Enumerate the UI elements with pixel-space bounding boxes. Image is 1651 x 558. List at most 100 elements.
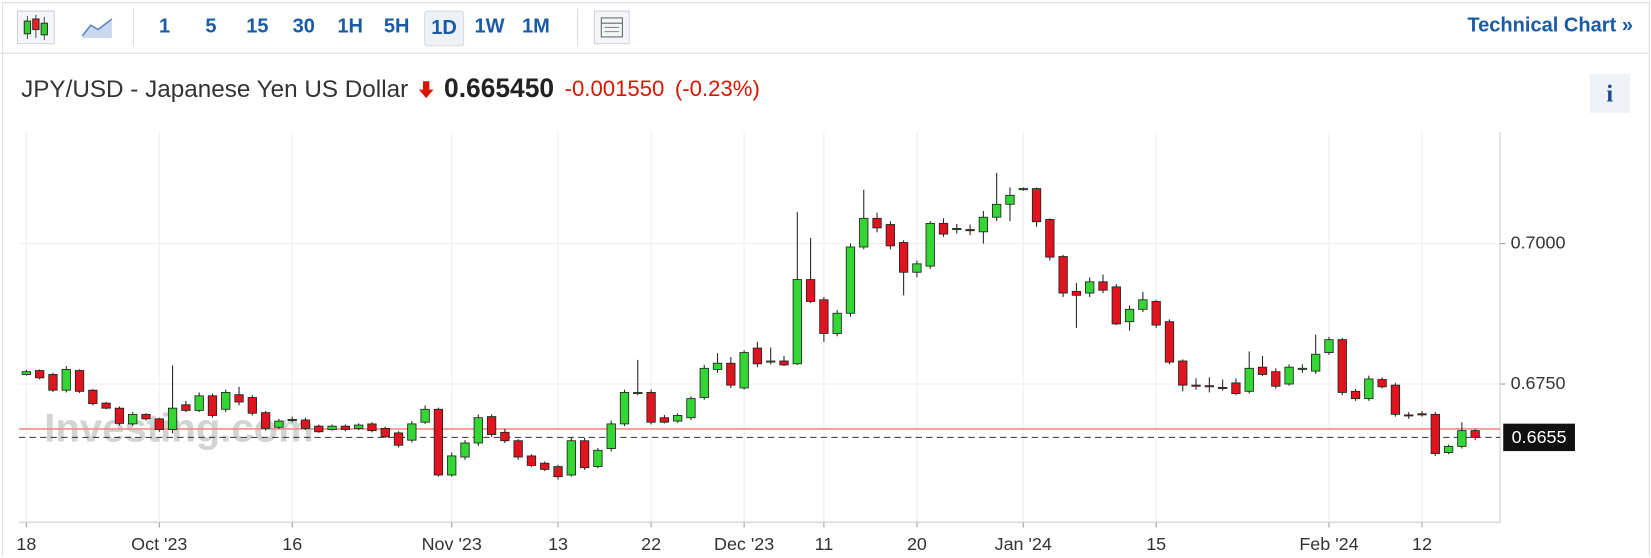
x-tick-label: 12 xyxy=(1412,534,1432,554)
candle-body xyxy=(1191,384,1201,387)
y-tick-label: 0.7000 xyxy=(1511,232,1566,252)
line-icon[interactable] xyxy=(80,15,114,40)
info-button[interactable]: i xyxy=(1589,73,1630,113)
candle-body xyxy=(48,374,58,391)
interval-button[interactable]: 1W xyxy=(474,15,505,38)
candle-body xyxy=(540,462,550,470)
candle-body xyxy=(300,419,311,429)
candle-body xyxy=(128,413,138,425)
candle-body xyxy=(1364,378,1374,400)
candle-body xyxy=(194,395,204,411)
candle-body xyxy=(1470,430,1480,438)
candle-body xyxy=(167,407,178,430)
candle-body xyxy=(473,417,483,444)
x-tick-label: 16 xyxy=(282,534,302,554)
interval-button[interactable]: 30 xyxy=(292,15,315,38)
candle-body xyxy=(1271,371,1281,387)
layout-icon[interactable] xyxy=(593,10,630,45)
interval-button[interactable]: 15 xyxy=(246,15,269,38)
candle-body xyxy=(1231,382,1241,394)
link-arrow[interactable]: » xyxy=(1621,14,1633,37)
candle-body xyxy=(207,395,218,416)
candle-icon[interactable] xyxy=(16,10,55,45)
candle-body xyxy=(1417,413,1427,416)
last-price-label: 0.6655 xyxy=(1512,427,1567,447)
candle-body xyxy=(340,425,351,430)
candle-body xyxy=(553,466,563,478)
candle-body xyxy=(766,360,776,363)
candle-body xyxy=(579,440,590,469)
candle-body xyxy=(726,362,736,386)
interval-button[interactable]: 1M xyxy=(521,15,550,38)
candle-body xyxy=(1045,219,1055,258)
candle-body xyxy=(35,370,45,379)
x-tick-label: Oct '23 xyxy=(131,534,187,554)
candle-body xyxy=(1390,384,1401,415)
candle-body xyxy=(1204,385,1214,388)
candle-body xyxy=(1111,286,1121,325)
candle-body xyxy=(633,392,643,394)
candle-body xyxy=(659,417,670,423)
last-price-badge xyxy=(1503,423,1575,452)
candle-body xyxy=(646,392,656,423)
candle-body xyxy=(1085,281,1095,294)
interval-button[interactable]: 1 xyxy=(158,15,171,38)
candle-body xyxy=(380,427,390,438)
candle-body xyxy=(1058,256,1068,294)
candle-body xyxy=(407,423,417,441)
candle-body xyxy=(287,418,297,421)
candle-body xyxy=(526,455,537,466)
technical-chart-link[interactable]: Technical Chart » xyxy=(1467,15,1633,38)
candle-body xyxy=(792,279,802,365)
last-price: 0.665450 xyxy=(444,73,555,104)
candle-body xyxy=(805,279,816,302)
candle-body xyxy=(1244,367,1254,392)
candle-body xyxy=(885,224,895,247)
x-tick-label: Dec '23 xyxy=(714,534,774,554)
candle-body xyxy=(260,412,271,429)
candle-body xyxy=(952,228,962,231)
candle-body xyxy=(354,424,364,429)
candle-body xyxy=(1297,367,1308,370)
candle-body xyxy=(221,392,231,410)
link-text[interactable]: Technical Chart xyxy=(1467,14,1617,37)
x-tick-label: Nov '23 xyxy=(422,534,482,554)
candle-body xyxy=(1138,299,1148,310)
x-tick-label: Jan '24 xyxy=(995,534,1052,554)
interval-button[interactable]: 5 xyxy=(205,15,217,38)
x-tick-label: 11 xyxy=(815,534,834,554)
candle-body xyxy=(234,394,244,403)
candle-body xyxy=(1178,360,1188,386)
candle-body xyxy=(739,352,749,389)
candle-body xyxy=(872,217,882,229)
candle-body xyxy=(606,423,616,450)
down-arrow xyxy=(418,80,434,98)
candle-body xyxy=(832,312,842,334)
candle-body xyxy=(1443,445,1454,453)
candle-body xyxy=(486,416,497,435)
candle-body xyxy=(965,229,975,232)
candle-body xyxy=(114,407,125,424)
interval-button[interactable]: 1D xyxy=(424,10,465,47)
candle-body xyxy=(1457,430,1467,447)
candle-body xyxy=(420,408,430,423)
candle-body xyxy=(500,431,510,442)
candle-body xyxy=(1018,188,1028,191)
candle-body xyxy=(1430,413,1440,455)
interval-button[interactable]: 1H xyxy=(337,15,364,38)
candle-body xyxy=(978,216,989,233)
candle-body xyxy=(513,440,523,458)
candle-body xyxy=(154,418,164,430)
candle-body xyxy=(1404,414,1414,417)
candle-body xyxy=(673,415,683,422)
candle-body xyxy=(1164,321,1175,363)
x-tick-label: 22 xyxy=(641,534,661,554)
candle-body xyxy=(1377,379,1387,388)
candle-body xyxy=(1098,281,1108,291)
interval-button[interactable]: 5H xyxy=(383,15,410,38)
candle-body xyxy=(447,455,457,476)
candle-body xyxy=(752,347,763,365)
change-percent: (-0.23%) xyxy=(674,76,760,101)
candle-body xyxy=(1151,301,1161,326)
